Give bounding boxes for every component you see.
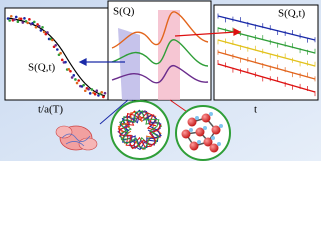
point (77, 79, 80, 82)
point (14, 15, 18, 19)
atom (211, 125, 221, 135)
h-atom (219, 124, 223, 128)
h-atom (189, 128, 193, 132)
point (64, 60, 67, 64)
blob-cluster (55, 125, 98, 151)
h-atom (195, 116, 199, 120)
point (75, 81, 79, 85)
arrow-left (78, 58, 125, 66)
point (21, 21, 25, 24)
right-x-label: t (254, 104, 257, 116)
point (57, 53, 61, 57)
point (37, 24, 41, 28)
master-curve-points (6, 14, 107, 99)
point (67, 68, 71, 71)
q-band-low (118, 28, 140, 100)
h-atom (203, 126, 207, 130)
point (51, 38, 54, 42)
sq-curve-high (111, 11, 209, 49)
point (9, 14, 13, 18)
h-atom (217, 142, 221, 146)
atom (203, 137, 213, 147)
point (42, 30, 46, 34)
point (70, 76, 74, 79)
relaxation-line (217, 15, 316, 41)
sq-curve-mid (111, 39, 209, 67)
point (8, 19, 11, 22)
point (24, 19, 28, 23)
point (98, 92, 102, 96)
relaxation-line (217, 63, 316, 93)
point (19, 17, 23, 21)
point (83, 89, 87, 93)
left-y-label: S(Q,t) (28, 62, 56, 74)
point (6, 17, 10, 20)
point (82, 83, 85, 87)
arrow-right (174, 28, 242, 37)
atom (189, 141, 199, 151)
atom (201, 113, 211, 123)
chain (119, 110, 160, 150)
point (90, 88, 94, 91)
h-atom (209, 112, 213, 116)
point (93, 92, 97, 96)
point (100, 91, 104, 94)
point (44, 32, 48, 36)
point (39, 29, 43, 32)
h-atom (197, 140, 201, 144)
point (69, 69, 72, 73)
point (56, 48, 59, 51)
point (103, 91, 107, 95)
point (54, 44, 57, 47)
point (33, 20, 36, 24)
point (72, 74, 76, 77)
relaxation-line (217, 51, 316, 80)
h-atom (211, 136, 215, 140)
point (41, 25, 44, 29)
point (13, 18, 16, 21)
point (34, 25, 38, 29)
point (88, 92, 92, 95)
point (16, 20, 20, 24)
point (28, 18, 31, 21)
point (59, 51, 62, 55)
page: {"panels": [ {"y_label": "S(Q,t)", "x_la… (0, 0, 321, 161)
point (23, 17, 26, 20)
atom (181, 129, 191, 139)
middle-y-label: S(Q) (113, 6, 135, 18)
atom (195, 127, 205, 137)
q-band-high (158, 10, 180, 100)
relaxation-line (217, 39, 316, 67)
atom (187, 117, 197, 127)
chain (118, 111, 162, 150)
monomer-balls (181, 112, 223, 153)
figure: S(Q,t) t/a(T) S(Q) Q S(Q,t) t (0, 0, 321, 161)
point (26, 21, 30, 25)
point (87, 87, 90, 91)
point (36, 23, 39, 26)
point (74, 78, 77, 81)
left-x-label: t/a(T) (38, 104, 63, 116)
point (60, 58, 64, 62)
point (46, 31, 49, 34)
left-panel (4, 7, 109, 101)
sq-curve-low (111, 65, 209, 84)
polymer-chains (117, 109, 163, 151)
point (102, 95, 105, 99)
right-y-label: S(Q,t) (278, 8, 306, 20)
point (95, 89, 99, 93)
atom (209, 143, 219, 153)
point (97, 94, 100, 97)
